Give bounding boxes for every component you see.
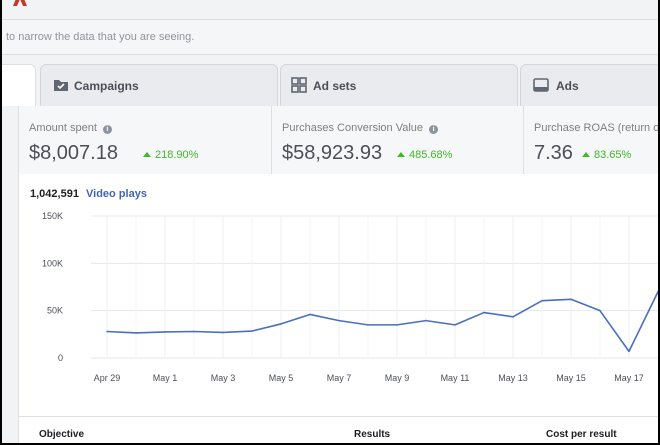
data-point	[512, 316, 514, 318]
chart-total: 1,042,591	[30, 188, 79, 200]
data-point	[280, 323, 282, 325]
tab-account[interactable]	[2, 64, 36, 106]
filter-bar[interactable]: to narrow the data that you are seeing.	[2, 19, 658, 55]
chart-metric-selector[interactable]: Video plays	[86, 188, 147, 200]
metric-value: $58,923.93	[282, 142, 383, 164]
metric-value: $8,007.18	[29, 142, 118, 164]
metric-summary: Amount spent i $8,007.18 218.90% Purchase…	[19, 106, 658, 174]
data-point	[106, 330, 108, 333]
x-tick-label: May 13	[498, 373, 528, 383]
data-point	[193, 330, 195, 333]
metric-amount-spent[interactable]: Amount spent i $8,007.18 218.90%	[19, 106, 271, 174]
data-point	[164, 331, 166, 333]
series-line	[106, 291, 658, 353]
data-point	[251, 330, 253, 332]
tab-campaigns-label: Campaigns	[74, 79, 139, 93]
x-tick-label: May 11	[441, 373, 470, 383]
grid-icon	[291, 77, 307, 93]
x-tick-label: Apr 29	[94, 373, 121, 383]
metric-value: 7.36	[534, 142, 573, 164]
data-point	[541, 299, 543, 302]
line-chart: 0 50K 100K 150K Apr 29 May 1 May 3 May 5 May 7 Ma…	[42, 211, 658, 383]
data-point	[222, 331, 224, 334]
metric-purchase-roas[interactable]: Purchase ROAS (return o 7.36 83.65%	[523, 106, 658, 174]
data-point	[425, 319, 427, 322]
x-tick-label: May 1	[153, 373, 178, 383]
y-tick-label: 150K	[42, 211, 63, 221]
x-tick-label: May 15	[556, 373, 586, 383]
metric-label: Purchase ROAS (return o	[534, 122, 658, 134]
data-point	[570, 298, 572, 301]
tab-campaigns[interactable]: Campaigns	[40, 64, 278, 106]
tab-ads[interactable]: Ads	[520, 64, 658, 106]
column-cost-per-result[interactable]: Cost per result	[546, 429, 617, 440]
column-results[interactable]: Results	[354, 429, 391, 440]
metric-change: 485.68%	[397, 149, 452, 161]
performance-card: Amount spent i $8,007.18 218.90% Purchase…	[18, 106, 658, 416]
data-point	[628, 350, 630, 353]
data-point	[454, 324, 456, 326]
x-tick-label: May 9	[385, 373, 410, 383]
x-tick-label: May 17	[614, 373, 644, 383]
metric-label: Purchases Conversion Value i	[282, 122, 439, 134]
info-icon[interactable]: i	[102, 125, 112, 134]
ad-icon	[533, 78, 549, 92]
data-point	[599, 309, 601, 312]
y-tick-label: 0	[58, 353, 63, 363]
metric-purchases-conversion-value[interactable]: Purchases Conversion Value i $58,923.93 4…	[271, 106, 523, 174]
y-tick-label: 50K	[47, 306, 63, 316]
x-tick-label: May 5	[269, 373, 294, 383]
logo-icon	[13, 0, 27, 6]
tab-ad-sets-label: Ad sets	[313, 79, 357, 93]
metric-change: 218.90%	[143, 149, 198, 161]
info-icon[interactable]: i	[429, 125, 439, 134]
filter-hint-text: to narrow the data that you are seeing.	[6, 31, 195, 43]
x-tick-label: May 7	[327, 373, 352, 383]
folder-icon	[54, 80, 68, 91]
results-table-header: Objective Results Cost per result	[18, 416, 658, 443]
metric-change: 83.65%	[582, 149, 631, 161]
level-tabs: Campaigns Ad sets Ads	[2, 62, 658, 106]
chart-header: 1,042,591 Video plays	[30, 188, 147, 200]
data-point	[483, 311, 485, 314]
metric-label: Amount spent i	[29, 122, 112, 134]
data-point	[338, 319, 340, 322]
video-plays-chart: 0 50K 100K 150K Apr 29 May 1 May 3 May 5 May 7 Ma…	[19, 204, 658, 394]
up-arrow-icon	[143, 152, 151, 157]
up-arrow-icon	[397, 152, 405, 157]
y-tick-label: 100K	[42, 258, 63, 268]
column-objective[interactable]: Objective	[39, 429, 85, 440]
data-point	[396, 324, 398, 326]
tab-ad-sets[interactable]: Ad sets	[280, 64, 518, 106]
data-point	[367, 324, 369, 326]
x-tick-label: May 3	[211, 373, 236, 383]
data-point	[135, 332, 137, 334]
up-arrow-icon	[582, 152, 590, 157]
data-point	[657, 290, 658, 293]
tab-ads-label: Ads	[556, 79, 579, 93]
data-point	[309, 313, 311, 316]
